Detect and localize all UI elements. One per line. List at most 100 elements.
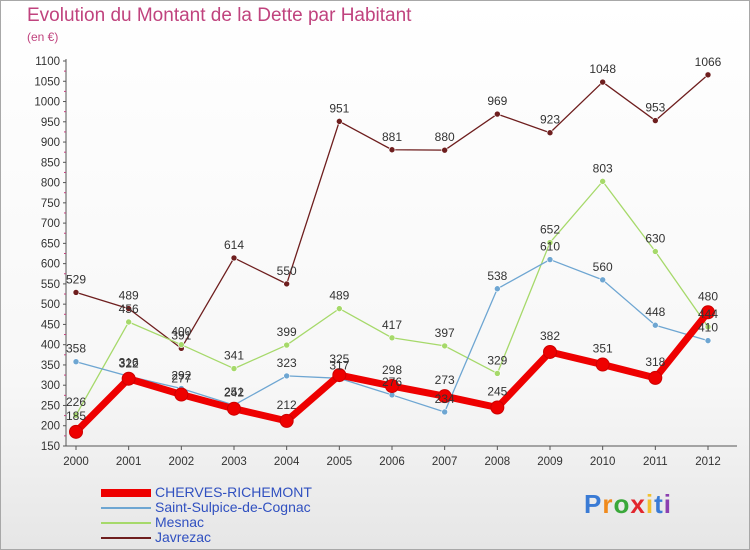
data-label: 456: [119, 302, 139, 316]
y-tick-label: 750: [41, 198, 60, 210]
legend-label: Saint-Sulpice-de-Cognac: [155, 499, 311, 515]
y-tick-label: 1050: [34, 76, 60, 88]
x-tick-label: 2001: [116, 456, 142, 468]
data-point: [230, 365, 238, 372]
x-tick-label: 2006: [379, 456, 405, 468]
data-label: 550: [277, 264, 297, 278]
data-label: 652: [540, 223, 560, 237]
y-tick-label: 600: [41, 259, 60, 271]
x-tick-label: 2002: [169, 456, 195, 468]
data-point: [388, 334, 396, 342]
data-point: [279, 413, 294, 428]
data-label: 448: [645, 305, 665, 319]
data-label: 880: [435, 130, 455, 144]
data-point: [441, 342, 448, 350]
chart-title: Evolution du Montant de la Dette par Hab…: [27, 5, 412, 26]
data-label: 400: [171, 325, 191, 339]
data-label: 614: [224, 238, 244, 252]
data-point: [441, 408, 448, 416]
data-point: [494, 285, 501, 293]
data-point: [704, 323, 712, 331]
x-tick-label: 2010: [590, 456, 616, 468]
data-label: 391: [171, 328, 191, 342]
y-tick-label: 150: [41, 441, 60, 453]
data-label: 316: [119, 356, 139, 370]
data-label: 489: [329, 289, 349, 303]
data-point: [72, 358, 80, 366]
data-label: 969: [487, 94, 507, 108]
data-point: [336, 305, 343, 312]
data-point: [599, 178, 606, 185]
data-label: 630: [645, 231, 665, 245]
y-tick-label: 400: [41, 340, 60, 352]
y-tick-label: 1000: [34, 97, 60, 109]
y-tick-label: 700: [41, 218, 60, 230]
data-point: [283, 341, 290, 349]
unit-label: (en €): [27, 30, 59, 44]
data-label: 529: [66, 272, 86, 286]
data-label: 382: [540, 329, 560, 343]
y-tick-label: 350: [41, 360, 60, 372]
legend-label: CHERVES-RICHEMONT: [155, 484, 312, 500]
data-label: 329: [487, 353, 507, 367]
y-tick-label: 450: [41, 319, 60, 331]
x-tick-label: 2011: [643, 456, 668, 468]
data-point: [599, 78, 606, 86]
data-point: [543, 344, 557, 359]
x-tick-label: 2000: [63, 456, 89, 468]
data-point: [125, 305, 132, 312]
data-label: 251: [224, 385, 244, 399]
series-line-0: [75, 74, 709, 349]
data-point: [388, 146, 396, 154]
data-label: 212: [277, 398, 297, 412]
data-label: 560: [593, 260, 613, 274]
data-label: 185: [66, 409, 86, 423]
x-tick-label: 2004: [274, 456, 300, 468]
data-point: [437, 389, 452, 404]
x-tick-label: 2007: [432, 456, 458, 468]
data-point: [385, 379, 399, 394]
data-label: 923: [540, 113, 560, 127]
data-label: 358: [66, 342, 86, 356]
data-label: 444: [698, 307, 718, 321]
data-point: [652, 117, 659, 124]
data-point: [704, 337, 712, 344]
data-point: [546, 239, 554, 246]
y-tick-label: 950: [41, 117, 60, 129]
x-tick-label: 2005: [327, 456, 353, 468]
legend-swatch: [101, 537, 151, 539]
data-label: 803: [593, 161, 613, 175]
data-label: 317: [329, 358, 349, 372]
data-label: 277: [171, 372, 191, 386]
data-label: 323: [277, 356, 297, 370]
data-point: [546, 256, 554, 263]
axes: 150 200 250 300 350 400 450 500 550 600 650 700 750 8…: [34, 56, 737, 468]
y-tick-label: 850: [41, 157, 60, 169]
data-label: 322: [119, 356, 139, 370]
proxiti-logo: Proxiti: [584, 489, 672, 519]
y-tick-label: 650: [41, 238, 60, 250]
data-label: 489: [119, 289, 139, 303]
data-label: 292: [171, 368, 191, 382]
data-label: 953: [645, 101, 665, 115]
data-label: 397: [435, 326, 455, 340]
data-point: [178, 341, 185, 348]
data-point: [546, 129, 554, 137]
data-point: [332, 368, 347, 383]
data-label: 480: [698, 289, 718, 303]
data-point: [283, 372, 290, 380]
data-point: [230, 254, 238, 262]
x-tick-label: 2012: [695, 456, 721, 468]
data-point: [227, 401, 241, 416]
data-label: 245: [487, 385, 507, 399]
data-label: 318: [645, 355, 665, 369]
data-point: [121, 371, 136, 386]
x-tick-label: 2008: [485, 456, 511, 468]
data-label: 1048: [589, 62, 616, 76]
legend-label: Javrezac: [155, 529, 212, 545]
data-label: 351: [593, 342, 613, 356]
y-tick-label: 550: [41, 279, 60, 291]
data-label: 1066: [695, 55, 722, 69]
